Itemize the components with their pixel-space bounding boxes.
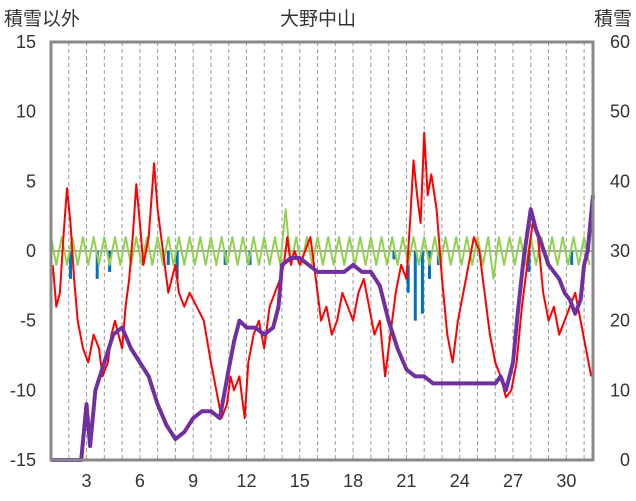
x-tick: 27 [503, 471, 523, 491]
precipitation-bar [392, 251, 396, 260]
right-axis-label: 積雪 [594, 8, 632, 30]
x-tick: 15 [290, 471, 310, 491]
left-axis-label: 積雪以外 [4, 8, 80, 30]
plot-border [49, 40, 595, 462]
left-y-tick: 0 [26, 241, 36, 261]
right-y-tick: 20 [610, 311, 630, 331]
precipitation-bar [406, 251, 410, 293]
left-y-tick: 10 [16, 102, 36, 122]
x-tick: 3 [82, 471, 92, 491]
snow_depth-line [51, 195, 595, 462]
right-y-tick: 60 [610, 32, 630, 52]
left-y-tick: -5 [20, 311, 36, 331]
right-y-tick: 50 [610, 102, 630, 122]
precipitation-bar [413, 251, 417, 321]
right-y-tick: 30 [610, 241, 630, 261]
precipitation-bar [166, 251, 170, 265]
wind-line [50, 208, 591, 280]
x-tick: 18 [343, 471, 363, 491]
right-y-tick: 0 [620, 450, 630, 470]
right-y-tick: 10 [610, 380, 630, 400]
left-y-tick: -10 [10, 380, 36, 400]
x-tick: 30 [556, 471, 576, 491]
x-tick: 9 [188, 471, 198, 491]
left-y-tick: 5 [26, 171, 36, 191]
right-y-tick: 40 [610, 171, 630, 191]
left-y-tick: 15 [16, 32, 36, 52]
x-tick: 24 [450, 471, 470, 491]
x-tick: 21 [396, 471, 416, 491]
precipitation-bar [95, 251, 99, 279]
precipitation-bar [69, 251, 73, 279]
precipitation-bar [175, 251, 179, 279]
x-tick: 12 [236, 471, 256, 491]
left-y-tick: -15 [10, 450, 36, 470]
chart-title: 大野中山 [280, 8, 356, 30]
precipitation-bar [570, 251, 574, 265]
series-lines [50, 131, 595, 462]
precipitation-bar [420, 251, 424, 314]
precipitation-bar [527, 251, 531, 272]
x-tick: 6 [135, 471, 145, 491]
